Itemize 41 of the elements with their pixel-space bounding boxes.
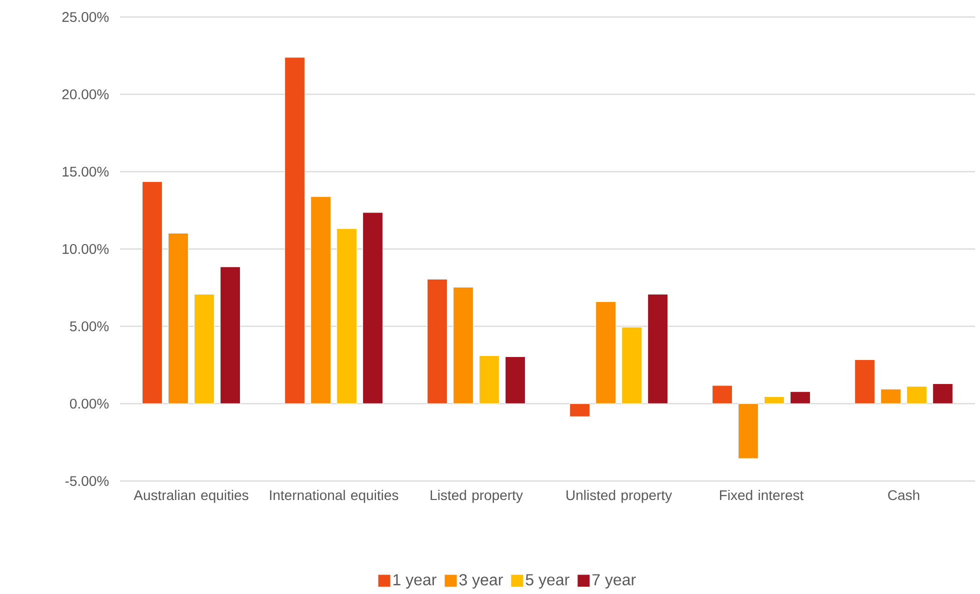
x-tick-label: International equities — [270, 490, 398, 503]
x-tick-label: Cash — [888, 490, 920, 500]
legend-label: 7 year — [592, 574, 636, 589]
bar — [336, 228, 358, 404]
legend-label: 1 year — [393, 574, 436, 589]
x-tick-label: Listed property — [430, 490, 523, 503]
bar — [880, 388, 902, 404]
bar — [621, 326, 642, 404]
y-tick-label: 0.00% — [70, 398, 109, 409]
bar — [220, 266, 241, 404]
bar — [284, 57, 306, 404]
bar — [712, 385, 733, 404]
y-tick-label: 5.00% — [70, 321, 109, 332]
y-tick-label: -5.00% — [65, 476, 109, 486]
bar — [906, 386, 928, 404]
bar — [426, 278, 448, 404]
bar — [854, 359, 876, 404]
x-tick-label: Unlisted property — [566, 490, 672, 503]
legend-label: 3 year — [459, 574, 503, 589]
bar — [738, 403, 759, 459]
bar — [310, 196, 332, 404]
bar — [764, 396, 785, 404]
bar — [595, 301, 616, 404]
y-tick-label: 10.00% — [62, 244, 109, 254]
y-tick-label: 20.00% — [62, 89, 109, 100]
legend-label: 5 year — [526, 574, 570, 589]
bar — [194, 294, 215, 404]
x-tick-label: Australian equities — [134, 490, 248, 503]
bar — [504, 356, 526, 404]
bar — [362, 212, 384, 404]
bar — [569, 403, 590, 417]
bar — [142, 181, 163, 404]
bar — [452, 286, 474, 404]
y-tick-label: 15.00% — [62, 166, 109, 177]
bar — [932, 383, 954, 404]
bar — [168, 232, 189, 404]
bar — [790, 391, 811, 404]
bar — [647, 294, 668, 404]
x-tick-label: Fixed interest — [720, 490, 804, 500]
y-tick-label: 25.00% — [62, 12, 109, 22]
bar — [478, 355, 500, 404]
